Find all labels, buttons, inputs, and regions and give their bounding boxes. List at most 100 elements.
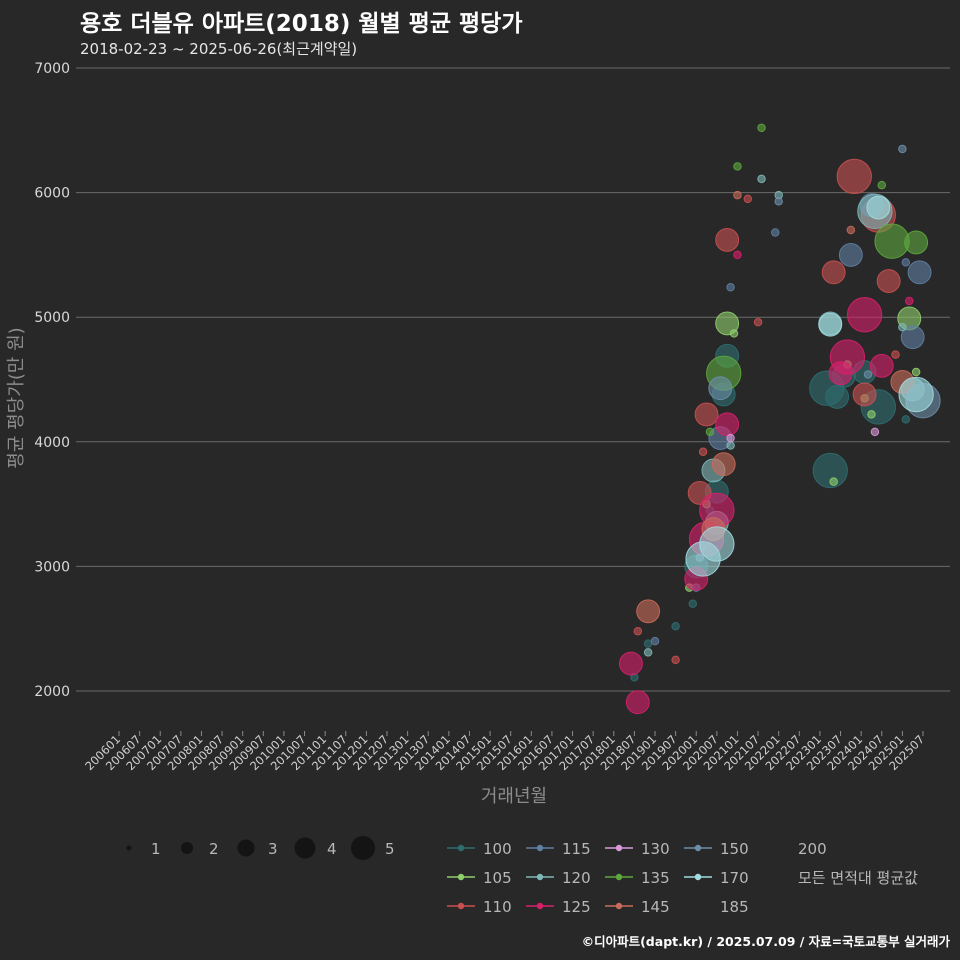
- grid-lines: [76, 67, 950, 692]
- color-legend-key-dot: [615, 844, 623, 852]
- data-point-170: [699, 526, 735, 562]
- data-point-125: [625, 690, 650, 715]
- data-point-145: [711, 452, 736, 477]
- data-point-120: [726, 441, 735, 450]
- data-point-135: [874, 223, 910, 259]
- color-legend-label: 185: [720, 898, 749, 916]
- color-legend-label: 110: [483, 898, 512, 916]
- data-point-125: [619, 651, 643, 676]
- data-point-110: [698, 447, 708, 457]
- data-point-130: [870, 427, 880, 437]
- color-legend-label: 200: [798, 840, 827, 858]
- chart-title: 용호 더블유 아파트(2018) 월별 평균 평당가: [80, 11, 523, 37]
- size-legend-label: 1: [151, 840, 161, 858]
- color-legend-key-dot: [615, 902, 623, 910]
- data-point-115: [900, 325, 925, 350]
- y-tick-label: 7000: [34, 61, 70, 77]
- color-legend-label: 130: [641, 840, 670, 858]
- data-point-145: [733, 190, 742, 200]
- data-point-125: [733, 250, 742, 260]
- x-axis-label: 거래년월: [481, 786, 547, 807]
- size-legend-key: [237, 839, 255, 857]
- data-point-100: [688, 599, 698, 609]
- size-legend-label: 3: [268, 840, 278, 858]
- data-point-150: [774, 197, 783, 206]
- data-point-115: [726, 283, 735, 292]
- data-point-110: [891, 350, 900, 359]
- color-legend-key-dot: [694, 844, 702, 852]
- data-point-150: [898, 144, 907, 154]
- data-point-110: [821, 260, 846, 285]
- data-point-110: [876, 269, 901, 294]
- data-point-100: [643, 639, 653, 648]
- x-axis-ticks: 2006012006072007012007072008012008072009…: [82, 731, 927, 773]
- data-point-135: [733, 162, 742, 171]
- data-point-120: [757, 174, 766, 184]
- color-legend-key-dot: [457, 873, 465, 881]
- data-point-135: [705, 427, 715, 437]
- data-point-125: [846, 297, 883, 333]
- size-legend: 1 2 3 4 5: [126, 836, 395, 860]
- data-point-110: [633, 626, 643, 636]
- data-point-110: [836, 158, 872, 195]
- color-legend: 100 105 110 115 120 125 130 135 145 150 170 185 200 모…: [447, 840, 918, 916]
- data-point-115: [901, 258, 911, 267]
- size-legend-key: [181, 842, 193, 854]
- data-point-170: [818, 312, 843, 337]
- data-point-115: [771, 228, 780, 237]
- data-point-105: [867, 410, 876, 419]
- data-point-125: [905, 296, 914, 306]
- data-point-115: [838, 242, 863, 267]
- data-points: [619, 123, 941, 715]
- data-point-110: [694, 402, 719, 427]
- color-legend-label: 모든 면적대 평균값: [798, 869, 918, 887]
- color-legend-label: 170: [720, 869, 749, 887]
- size-legend-key: [351, 836, 375, 860]
- data-point-150: [863, 370, 873, 379]
- data-point-135: [757, 123, 766, 133]
- color-legend-key-dot: [457, 902, 465, 910]
- color-legend-key-dot: [615, 873, 623, 881]
- data-point-110: [743, 194, 753, 204]
- y-tick-label: 3000: [34, 559, 70, 575]
- data-point-100: [812, 452, 848, 489]
- y-tick-label: 6000: [34, 186, 70, 202]
- data-point-110: [753, 317, 763, 327]
- data-point-170: [866, 195, 891, 220]
- data-point-170: [898, 376, 934, 413]
- y-tick-label: 2000: [34, 684, 70, 700]
- data-point-120: [898, 322, 907, 332]
- data-point-150: [708, 376, 733, 401]
- color-legend-label: 125: [562, 898, 591, 916]
- color-legend-label: 150: [720, 840, 749, 858]
- source-caption: ©디아파트(dapt.kr) / 2025.07.09 / 자료=국토교통부 실…: [581, 934, 950, 949]
- size-legend-label: 5: [385, 840, 395, 858]
- chart-subtitle: 2018-02-23 ~ 2025-06-26(최근계약일): [80, 40, 358, 58]
- color-legend-key-dot: [457, 844, 465, 852]
- color-legend-label: 115: [562, 840, 591, 858]
- data-point-100: [825, 385, 850, 409]
- data-point-110: [715, 228, 740, 252]
- color-legend-key-dot: [536, 844, 544, 852]
- data-point-135: [904, 230, 929, 255]
- y-axis-label: 평균 평당가(만 원): [6, 327, 27, 468]
- size-legend-label: 4: [327, 840, 337, 858]
- data-point-145: [636, 599, 661, 624]
- color-legend-key-dot: [536, 873, 544, 881]
- color-legend-label: 105: [483, 869, 512, 887]
- size-legend-label: 2: [209, 840, 219, 858]
- data-point-145: [846, 225, 856, 235]
- data-point-105: [911, 367, 921, 377]
- y-axis-ticks: 2000 3000 4000 5000 6000 7000: [34, 61, 70, 700]
- data-point-125: [829, 339, 866, 375]
- color-legend-key-dot: [694, 873, 702, 881]
- color-legend-label: 135: [641, 869, 670, 887]
- data-point-100: [901, 415, 911, 424]
- data-point-130: [726, 433, 735, 443]
- data-point-110: [671, 655, 680, 665]
- color-legend-key-dot: [536, 902, 544, 910]
- data-point-135: [877, 180, 887, 190]
- size-legend-key: [126, 845, 132, 851]
- data-point-120: [643, 648, 653, 657]
